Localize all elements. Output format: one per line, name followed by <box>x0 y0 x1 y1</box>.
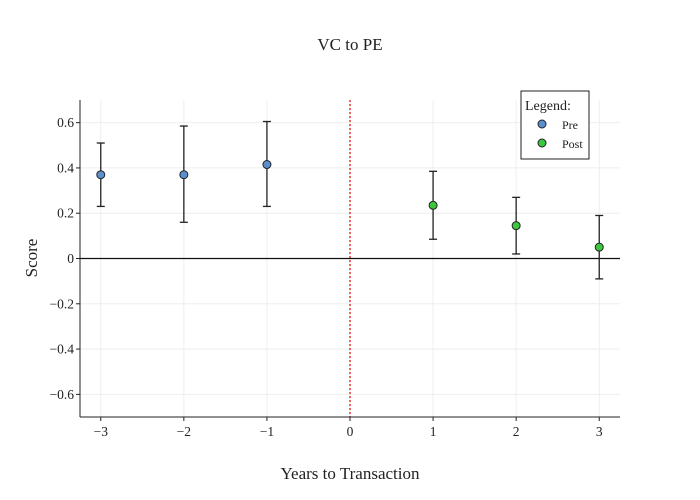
legend-title: Legend: <box>525 99 571 114</box>
legend-marker-post <box>537 138 547 148</box>
legend: Legend: Pre Post <box>520 90 590 160</box>
y-tick-label: 0.4 <box>57 160 74 175</box>
x-tick-label: −3 <box>94 424 109 439</box>
legend-box <box>520 90 590 160</box>
y-tick-label: 0.6 <box>57 115 74 130</box>
x-tick-label: −2 <box>177 424 191 439</box>
chart-title: VC to PE <box>317 35 382 54</box>
x-axis-label: Years to Transaction <box>280 464 420 483</box>
data-points <box>96 160 604 252</box>
data-point-pre <box>179 170 189 180</box>
y-tick-label: −0.2 <box>50 296 75 311</box>
data-point-pre <box>96 170 106 180</box>
x-axis-ticks: −3 −2 −1 0 1 2 3 <box>94 417 603 439</box>
x-tick-label: −1 <box>260 424 274 439</box>
data-point-pre <box>262 160 272 170</box>
data-point-post <box>594 242 604 252</box>
data-point-post <box>428 200 438 210</box>
legend-label-post: Post <box>562 137 583 151</box>
legend-label-pre: Pre <box>562 118 578 132</box>
y-axis-label: Score <box>22 239 41 278</box>
y-axis-ticks: 0.6 0.4 0.2 0 −0.2 −0.4 −0.6 <box>50 115 80 402</box>
y-tick-label: 0 <box>67 251 74 266</box>
data-point-post <box>511 221 521 231</box>
x-tick-label: 3 <box>596 424 603 439</box>
x-tick-label: 1 <box>430 424 437 439</box>
y-tick-label: −0.4 <box>50 342 75 357</box>
y-tick-label: −0.6 <box>50 387 75 402</box>
y-tick-label: 0.2 <box>57 206 74 221</box>
legend-marker-pre <box>537 119 547 129</box>
x-tick-label: 2 <box>513 424 520 439</box>
x-tick-label: 0 <box>347 424 354 439</box>
